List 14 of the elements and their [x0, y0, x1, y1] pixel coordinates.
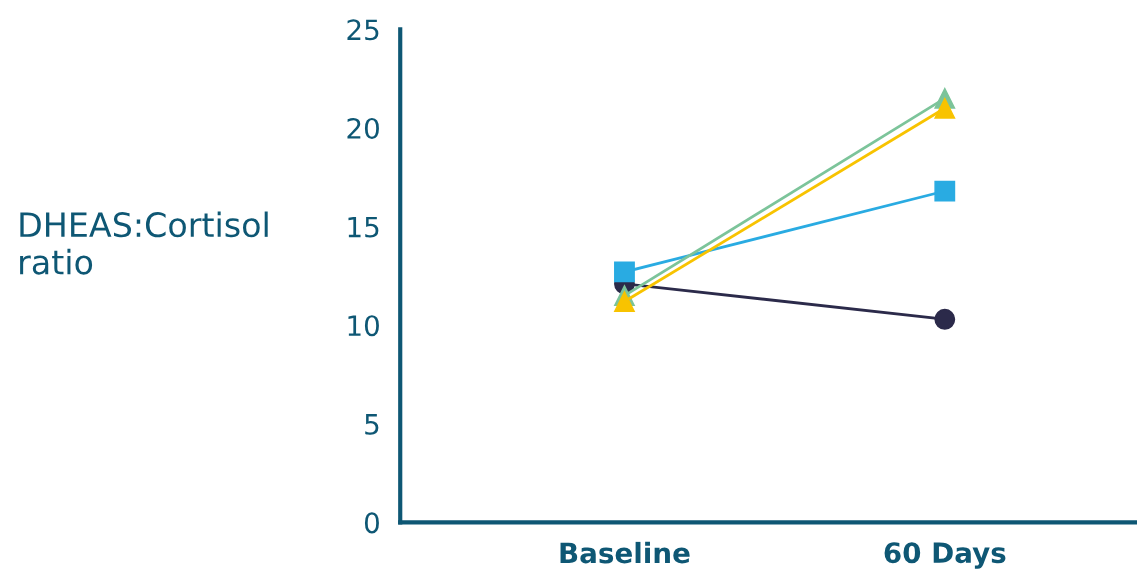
y-tick-label: 20: [347, 117, 379, 139]
y-tick-label: 10: [348, 315, 379, 337]
point: [614, 291, 635, 312]
y-tick-label: 25: [347, 19, 379, 41]
y-tick-label: 5: [365, 414, 379, 435]
y-axis-title: DHEAS:Cortisol ratio: [20, 211, 268, 275]
x-tick-label: Baseline: [560, 541, 690, 564]
point: [614, 261, 635, 283]
point: [934, 180, 956, 202]
point: [934, 308, 956, 330]
y-tick-label: 15: [348, 216, 379, 238]
y-tick-label: 0: [364, 512, 379, 534]
point: [934, 97, 956, 119]
x-tick-label: 60 Days: [884, 542, 1006, 569]
